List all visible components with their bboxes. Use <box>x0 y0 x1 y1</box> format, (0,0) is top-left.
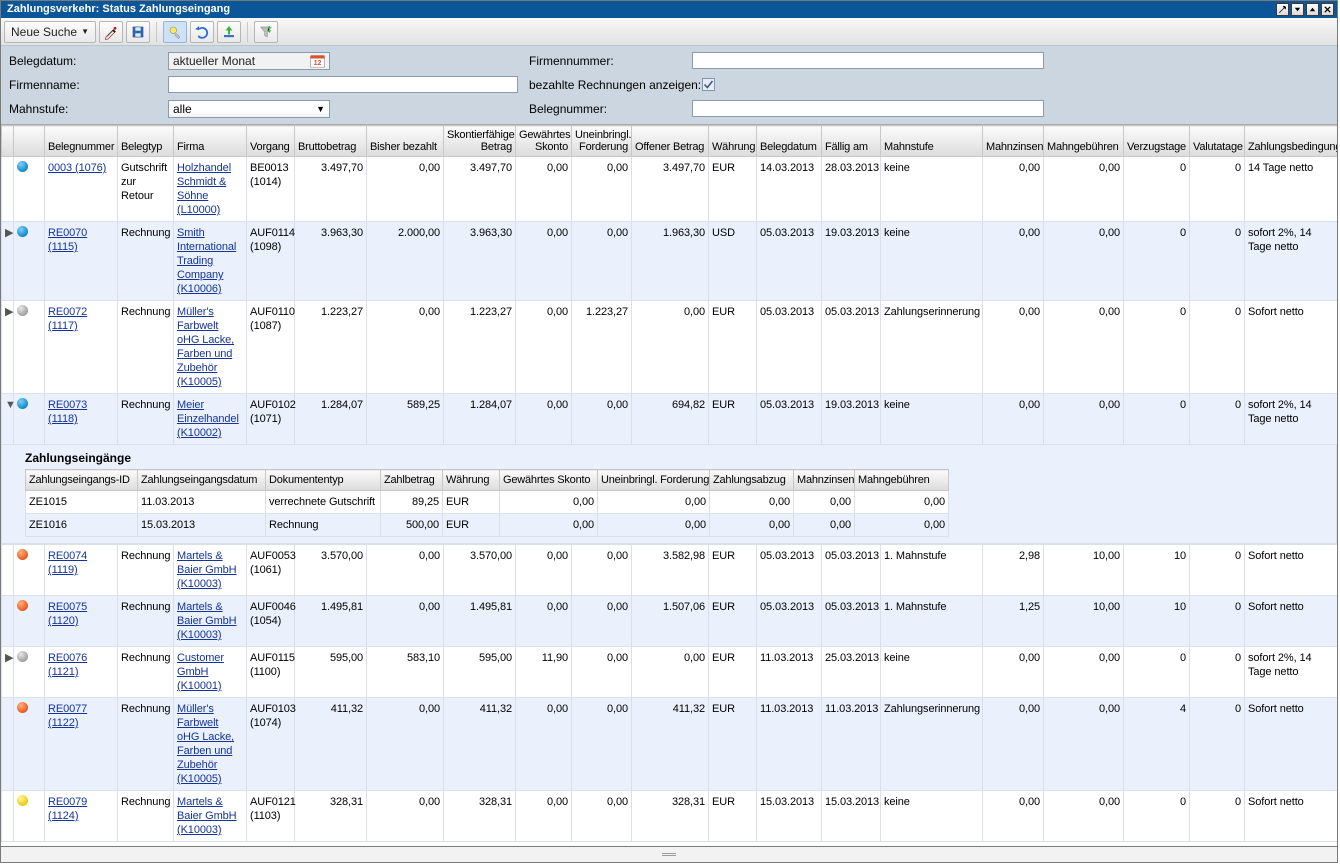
svg-text:12: 12 <box>314 60 322 67</box>
